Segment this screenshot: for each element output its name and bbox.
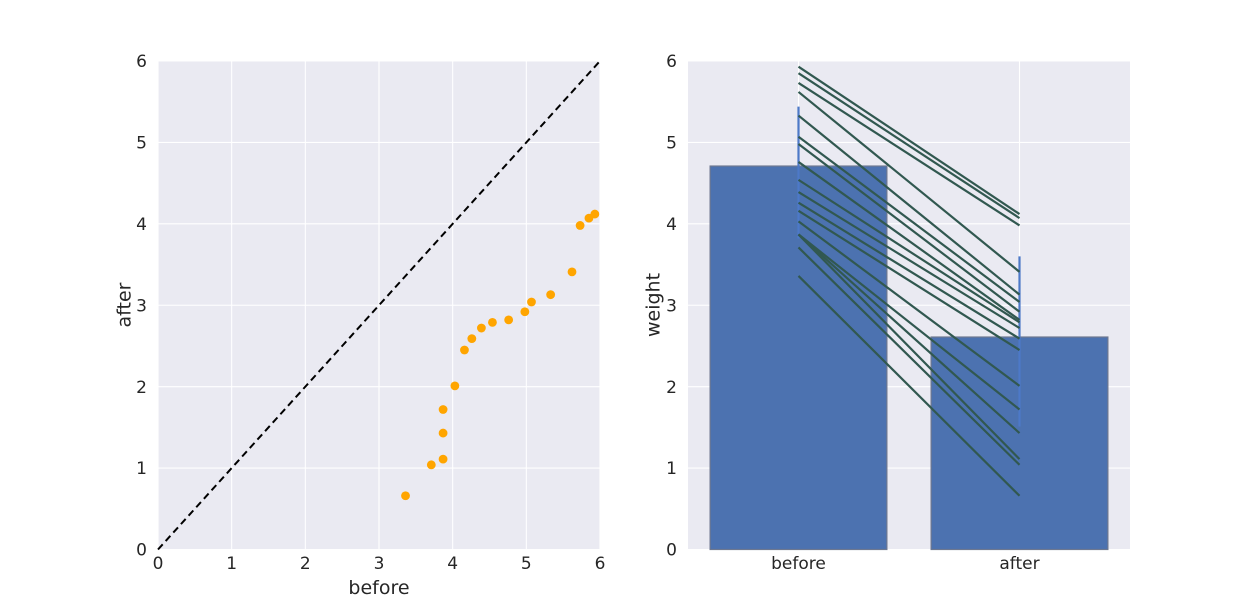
scatter-point (476, 323, 486, 333)
y-tick-label: 6 (666, 52, 677, 72)
scatter-point (438, 428, 448, 438)
scatter-ylabel: after (114, 282, 136, 327)
pair-line (797, 209, 1021, 351)
scatter-marks-layer (157, 60, 601, 551)
y-tick-label: 3 (666, 296, 677, 316)
pair-line (797, 275, 1021, 497)
scatter-point (504, 315, 514, 325)
x-tick-label: 6 (595, 554, 606, 574)
y-tick-label: 4 (666, 215, 677, 235)
scatter-point (426, 460, 436, 470)
y-tick-label: 1 (666, 459, 677, 479)
bar-marks-layer (709, 65, 1109, 551)
pair-line (797, 191, 1021, 329)
scatter-xlabel: before (348, 577, 409, 599)
y-tick-label: 0 (136, 541, 147, 561)
scatter-point (438, 405, 448, 414)
y-tick-label: 2 (136, 378, 147, 398)
paired-bar-panel: before after 0 1 2 3 4 5 6 weight (643, 52, 1130, 574)
scatter-point (401, 491, 410, 501)
pair-line (797, 178, 1021, 324)
pair-line (797, 143, 1021, 313)
pair-line (797, 233, 1021, 434)
pair-line (797, 135, 1021, 303)
scatter-point (590, 209, 600, 219)
category-tick-label: after (999, 554, 1039, 574)
pair-line (797, 82, 1021, 227)
bar-ticks-layer: before after 0 1 2 3 4 5 6 (666, 52, 1039, 574)
pair-line (797, 72, 1021, 220)
y-tick-label: 5 (136, 134, 147, 154)
pair-line (797, 161, 1021, 321)
y-tick-label: 2 (666, 378, 677, 398)
x-tick-label: 3 (374, 554, 385, 574)
category-tick-label: before (771, 554, 826, 574)
pair-line (797, 65, 1021, 215)
scatter-point (575, 221, 585, 230)
y-tick-label: 0 (666, 541, 677, 561)
x-tick-label: 1 (226, 554, 237, 574)
x-tick-label: 0 (153, 554, 164, 574)
y-tick-label: 3 (136, 296, 147, 316)
pair-line (797, 246, 1021, 466)
pair-line (797, 91, 1021, 273)
pair-line (797, 233, 1021, 411)
pair-line (797, 220, 1021, 387)
scatter-point (527, 297, 536, 307)
pair-line (797, 114, 1021, 296)
scatter-point (488, 317, 497, 327)
x-tick-label: 5 (521, 554, 532, 574)
scatter-ticks-layer: 0 1 2 3 4 5 6 0 1 2 3 4 5 6 (136, 52, 605, 574)
pair-line (797, 233, 1021, 460)
bar-ylabel: weight (643, 273, 665, 337)
scatter-point (450, 381, 460, 391)
scatter-point (467, 334, 477, 344)
scatter-point (567, 267, 577, 277)
scatter-point (546, 290, 556, 300)
y-tick-label: 5 (666, 134, 677, 154)
scatter-panel: 0 1 2 3 4 5 6 0 1 2 3 4 5 6 before after (114, 52, 606, 599)
scatter-point (438, 454, 448, 464)
x-tick-label: 4 (447, 554, 458, 574)
scatter-point (460, 345, 469, 355)
identity-line (157, 60, 601, 551)
pair-line (797, 201, 1021, 340)
y-tick-label: 4 (136, 215, 147, 235)
y-tick-label: 6 (136, 52, 147, 72)
x-tick-label: 2 (300, 554, 311, 574)
scatter-point (520, 307, 530, 317)
y-tick-label: 1 (136, 459, 147, 479)
